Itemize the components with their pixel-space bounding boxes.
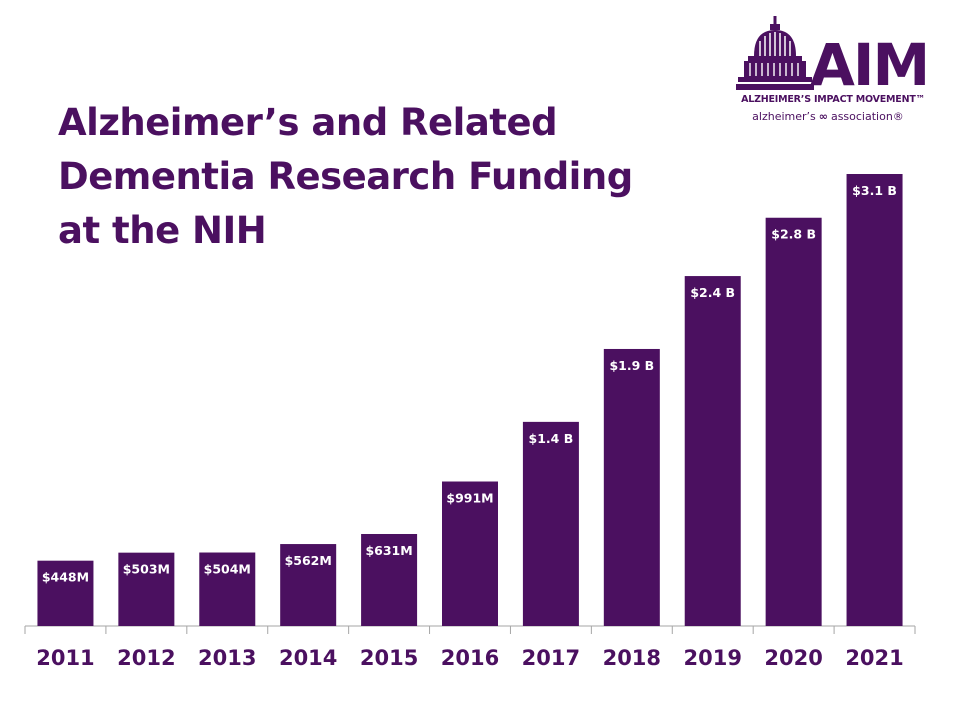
bar-2021 — [846, 174, 903, 626]
data-label-2015: $631M — [365, 543, 412, 558]
x-tick-label-2013: 2013 — [198, 646, 256, 670]
bar-2014 — [280, 544, 337, 626]
bar-2013 — [199, 552, 256, 626]
x-tick-label-2012: 2012 — [117, 646, 175, 670]
association-mark-icon: ∞ — [818, 110, 828, 123]
x-tick-label-2019: 2019 — [684, 646, 742, 670]
data-label-2020: $2.8 B — [771, 227, 816, 242]
capitol-dome-icon — [736, 16, 814, 90]
bar-2015 — [361, 533, 418, 626]
data-label-2018: $1.9 B — [609, 358, 654, 373]
data-label-2012: $503M — [123, 562, 170, 577]
bar-2012 — [118, 552, 175, 626]
x-tick-label-2017: 2017 — [522, 646, 580, 670]
data-label-2014: $562M — [285, 553, 332, 568]
association-right: association® — [830, 110, 904, 123]
logo-tagline: ALZHEIMER’S IMPACT MOVEMENT™ — [741, 94, 925, 105]
association-left: alzheimer’s — [752, 110, 816, 123]
association-line: alzheimer’s ∞ association® — [728, 110, 928, 123]
x-tick-label-2014: 2014 — [279, 646, 337, 670]
bar-2011 — [37, 560, 94, 626]
x-tick-label-2011: 2011 — [36, 646, 94, 670]
bar-2016 — [442, 481, 498, 626]
x-tick-label-2020: 2020 — [764, 646, 822, 670]
bar-2017 — [522, 421, 579, 626]
bar-2018 — [603, 348, 660, 626]
x-tick-label-2016: 2016 — [441, 646, 499, 670]
chart-title: Alzheimer’s and Related Dementia Researc… — [58, 101, 633, 252]
data-label-2011: $448M — [42, 570, 89, 585]
data-label-2019: $2.4 B — [690, 285, 735, 300]
data-label-2021: $3.1 B — [852, 183, 897, 198]
data-label-2016: $991M — [446, 491, 493, 506]
bar-2019 — [684, 276, 741, 626]
x-tick-label-2015: 2015 — [360, 646, 418, 670]
data-label-2013: $504M — [204, 562, 251, 577]
logo-wordmark: AIM — [810, 31, 930, 99]
aim-logo: AIM ALZHEIMER’S IMPACT MOVEMENT™ alzheim… — [728, 14, 938, 134]
x-tick-label-2018: 2018 — [603, 646, 661, 670]
data-label-2017: $1.4 B — [529, 431, 574, 446]
x-tick-label-2021: 2021 — [845, 646, 903, 670]
bar-2020 — [765, 217, 822, 626]
